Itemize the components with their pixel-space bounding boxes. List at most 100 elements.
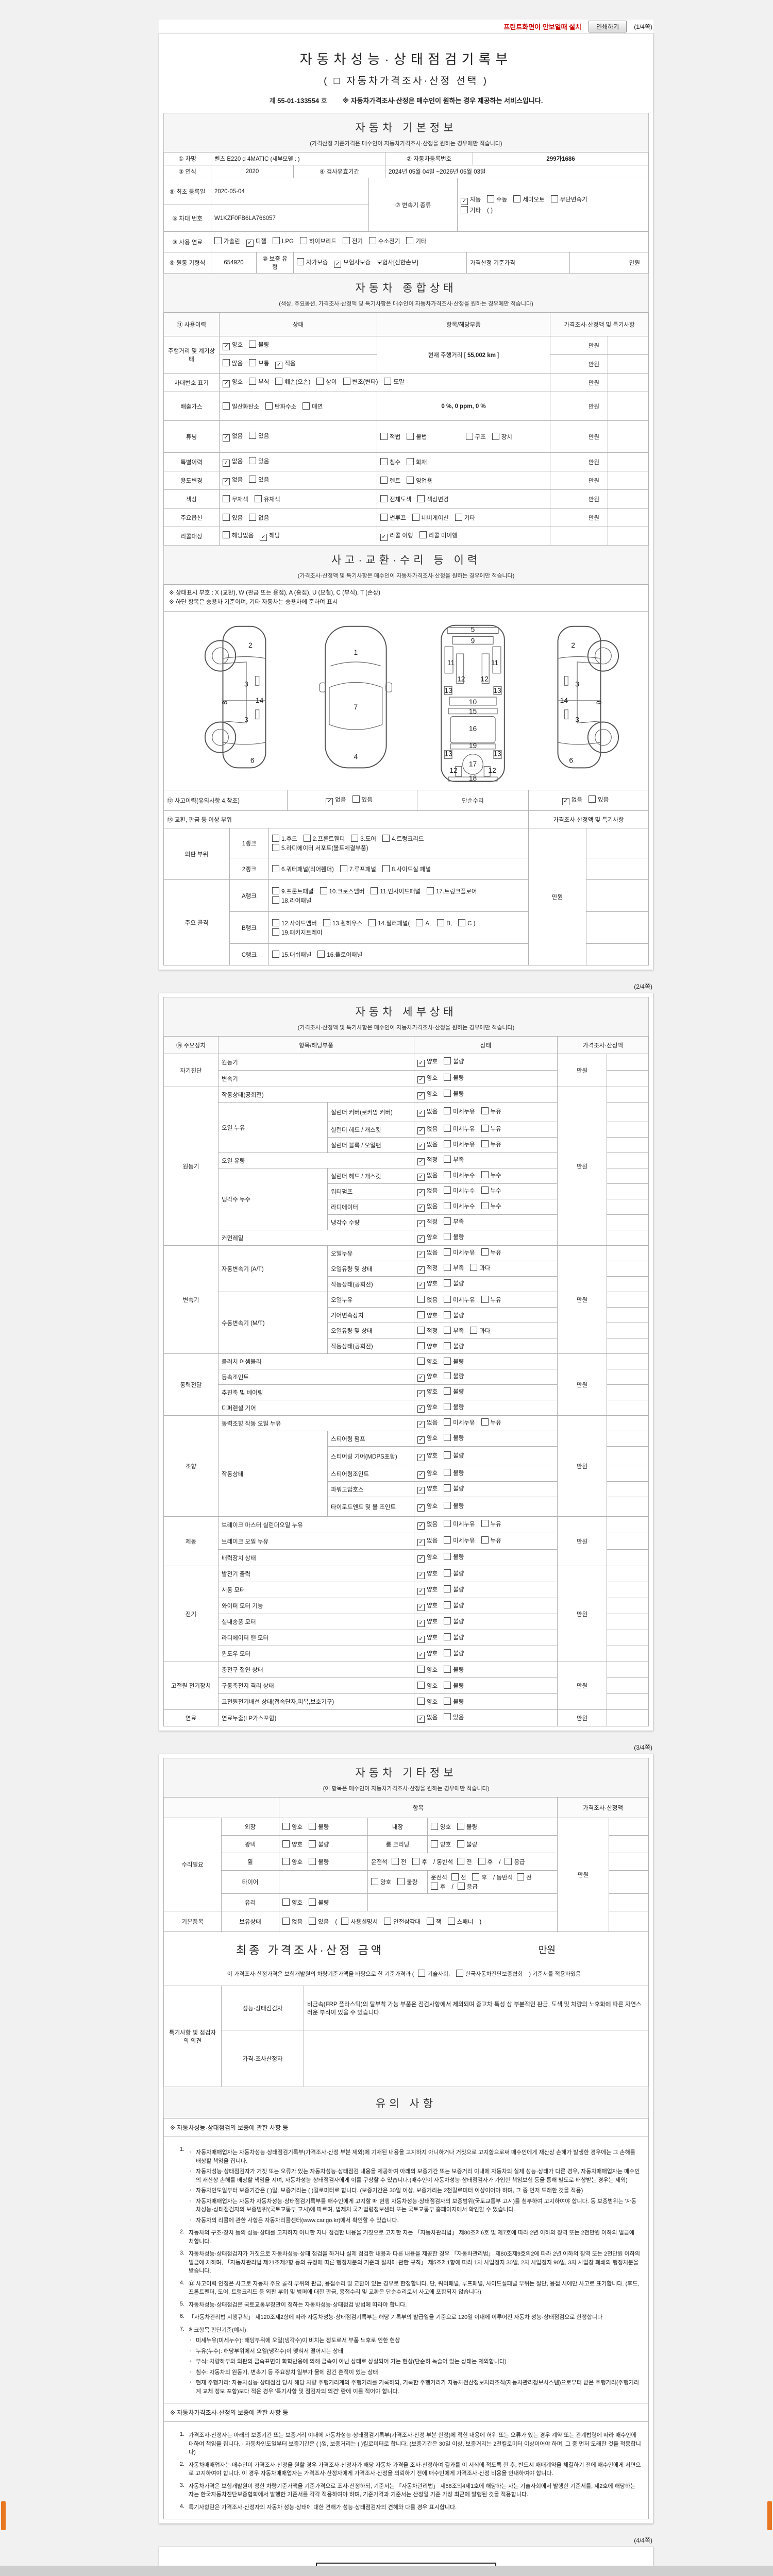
checkbox-icon[interactable] bbox=[505, 1857, 512, 1865]
checkbox-option[interactable]: 렌트 bbox=[380, 476, 400, 485]
checkbox-checked-icon[interactable] bbox=[260, 534, 267, 541]
checkbox-icon[interactable] bbox=[444, 1387, 451, 1395]
checkbox-option[interactable]: 15.대쉬패널 bbox=[272, 950, 311, 959]
checkbox-option[interactable]: 불량 bbox=[397, 1878, 417, 1886]
checkbox-icon[interactable] bbox=[444, 1585, 451, 1592]
checkbox-icon[interactable] bbox=[223, 513, 230, 521]
checkbox-icon[interactable] bbox=[444, 1357, 451, 1365]
checkbox-option[interactable]: 양호 bbox=[417, 1484, 438, 1495]
checkbox-option[interactable]: 무단변속기 bbox=[550, 195, 587, 204]
checkbox-icon[interactable] bbox=[481, 1295, 489, 1303]
checkbox-icon[interactable] bbox=[444, 1156, 451, 1163]
checkbox-option[interactable]: 없음 bbox=[417, 1107, 438, 1117]
checkbox-option[interactable]: 누유 bbox=[481, 1125, 501, 1133]
checkbox-option[interactable]: 없음 bbox=[417, 1713, 438, 1723]
checkbox-option[interactable]: 누유 bbox=[481, 1140, 501, 1148]
checkbox-option[interactable]: 누유 bbox=[481, 1520, 501, 1528]
checkbox-icon[interactable] bbox=[272, 919, 279, 926]
checkbox-icon[interactable] bbox=[550, 195, 558, 202]
checkbox-option[interactable]: 양호 bbox=[417, 1434, 438, 1444]
checkbox-icon[interactable] bbox=[249, 457, 257, 464]
checkbox-checked-icon[interactable] bbox=[417, 1205, 425, 1212]
checkbox-option[interactable]: 전기 bbox=[342, 237, 363, 245]
checkbox-icon[interactable] bbox=[444, 1295, 451, 1303]
checkbox-option[interactable]: 스패너 bbox=[447, 1917, 473, 1926]
checkbox-icon[interactable] bbox=[481, 1202, 489, 1210]
checkbox-option[interactable]: 적정 bbox=[417, 1156, 438, 1166]
checkbox-option[interactable]: 있음 bbox=[249, 457, 269, 465]
checkbox-icon[interactable] bbox=[214, 237, 222, 244]
checkbox-option[interactable]: 잭 bbox=[427, 1917, 442, 1926]
checkbox-option[interactable]: 후 bbox=[472, 1873, 487, 1882]
checkbox-icon[interactable] bbox=[417, 1295, 425, 1303]
checkbox-icon[interactable] bbox=[272, 928, 279, 936]
checkbox-icon[interactable] bbox=[481, 1125, 489, 1132]
checkbox-option[interactable]: 불량 bbox=[444, 1585, 464, 1594]
checkbox-option[interactable]: 훼손(오손) bbox=[275, 378, 310, 386]
checkbox-option[interactable]: 없음 bbox=[223, 432, 243, 442]
checkbox-icon[interactable] bbox=[380, 457, 388, 465]
checkbox-icon[interactable] bbox=[461, 206, 468, 213]
checkbox-checked-icon[interactable] bbox=[326, 798, 333, 806]
checkbox-option[interactable]: 양호 bbox=[417, 1698, 438, 1706]
checkbox-icon[interactable] bbox=[380, 476, 388, 484]
checkbox-icon[interactable] bbox=[282, 1840, 290, 1848]
checkbox-option[interactable]: 미세누유 bbox=[444, 1125, 475, 1133]
checkbox-option[interactable]: 전 bbox=[457, 1857, 472, 1866]
checkbox-icon[interactable] bbox=[282, 1917, 290, 1925]
checkbox-option[interactable]: 있음 bbox=[309, 1917, 329, 1926]
checkbox-checked-icon[interactable] bbox=[417, 1603, 425, 1611]
checkbox-icon[interactable] bbox=[297, 258, 304, 265]
checkbox-icon[interactable] bbox=[223, 531, 230, 538]
checkbox-option[interactable]: 양호 bbox=[417, 1057, 438, 1067]
checkbox-option[interactable]: 적음 bbox=[275, 359, 296, 369]
checkbox-icon[interactable] bbox=[431, 1822, 438, 1830]
checkbox-checked-icon[interactable] bbox=[223, 434, 230, 442]
checkbox-option[interactable]: 없음 bbox=[249, 513, 269, 522]
checkbox-option[interactable]: 있음 bbox=[223, 513, 243, 522]
checkbox-icon[interactable] bbox=[223, 402, 230, 410]
checkbox-option[interactable]: 양호 bbox=[417, 1666, 438, 1674]
checkbox-icon[interactable] bbox=[416, 919, 424, 926]
checkbox-checked-icon[interactable] bbox=[417, 1076, 425, 1084]
checkbox-icon[interactable] bbox=[371, 887, 378, 894]
checkbox-option[interactable]: 불량 bbox=[444, 1633, 464, 1641]
checkbox-icon[interactable] bbox=[272, 887, 279, 894]
checkbox-checked-icon[interactable] bbox=[417, 1421, 425, 1429]
checkbox-option[interactable]: 자가보증 bbox=[297, 258, 328, 266]
checkbox-option[interactable]: 네비게이션 bbox=[412, 513, 449, 522]
checkbox-checked-icon[interactable] bbox=[417, 1235, 425, 1243]
checkbox-icon[interactable] bbox=[309, 1822, 316, 1830]
checkbox-checked-icon[interactable] bbox=[417, 1220, 425, 1228]
checkbox-option[interactable]: 불량 bbox=[444, 1682, 464, 1690]
checkbox-option[interactable]: 불량 bbox=[444, 1698, 464, 1706]
checkbox-option[interactable]: 침수 bbox=[380, 457, 400, 466]
checkbox-icon[interactable] bbox=[444, 1187, 451, 1194]
checkbox-option[interactable]: 양호 bbox=[282, 1840, 303, 1849]
checkbox-icon[interactable] bbox=[444, 1633, 451, 1640]
checkbox-checked-icon[interactable] bbox=[417, 1487, 425, 1495]
checkbox-checked-icon[interactable] bbox=[417, 1143, 425, 1150]
checkbox-icon[interactable] bbox=[444, 1553, 451, 1561]
print-install-link[interactable]: 프린트화면이 안보일때 설치 bbox=[503, 23, 582, 31]
checkbox-option[interactable]: 상이 bbox=[316, 378, 337, 386]
checkbox-icon[interactable] bbox=[444, 1601, 451, 1608]
checkbox-icon[interactable] bbox=[309, 1898, 316, 1906]
checkbox-icon[interactable] bbox=[272, 834, 279, 842]
checkbox-icon[interactable] bbox=[444, 1666, 451, 1673]
checkbox-option[interactable]: 불량 bbox=[444, 1569, 464, 1578]
checkbox-icon[interactable] bbox=[249, 513, 257, 521]
checkbox-option[interactable]: 없음 bbox=[417, 1536, 438, 1547]
checkbox-checked-icon[interactable] bbox=[417, 1266, 425, 1274]
checkbox-icon[interactable] bbox=[451, 1873, 459, 1881]
checkbox-icon[interactable] bbox=[444, 1649, 451, 1656]
checkbox-icon[interactable] bbox=[391, 1857, 399, 1865]
checkbox-option[interactable]: 기타 bbox=[455, 513, 475, 522]
checkbox-option[interactable]: 불량 bbox=[444, 1484, 464, 1493]
checkbox-icon[interactable] bbox=[309, 1857, 316, 1865]
checkbox-icon[interactable] bbox=[513, 195, 521, 202]
checkbox-option[interactable]: 없음 bbox=[417, 1202, 438, 1212]
checkbox-option[interactable]: LPG bbox=[272, 237, 294, 245]
checkbox-option[interactable]: 있음 bbox=[249, 432, 269, 440]
checkbox-option[interactable]: 불량 bbox=[444, 1074, 464, 1082]
